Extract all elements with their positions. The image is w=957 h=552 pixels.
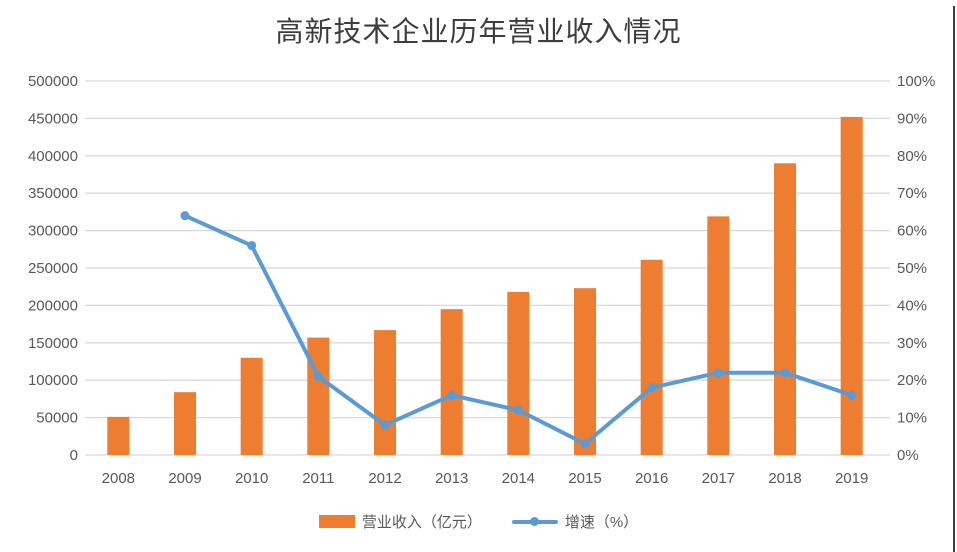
right-axis-tick-label: 60%	[897, 223, 927, 240]
left-axis-tick-label: 450000	[28, 110, 78, 127]
bar-2013	[440, 309, 463, 455]
x-axis-tick-label: 2013	[435, 470, 468, 487]
left-axis-tick-label: 250000	[28, 260, 78, 277]
bar-2010	[240, 357, 263, 455]
marker-2018	[780, 368, 790, 378]
x-axis-tick-label: 2017	[702, 470, 735, 487]
right-axis-tick-label: 80%	[897, 148, 927, 165]
chart-title: 高新技术企业历年营业收入情况	[275, 17, 682, 48]
x-axis-tick-label: 2019	[835, 470, 868, 487]
bar-2014	[507, 291, 530, 455]
right-axis-tick-label: 0%	[897, 447, 919, 464]
marker-2017	[713, 368, 723, 378]
right-axis-tick-label: 40%	[897, 297, 927, 314]
marker-2014	[513, 405, 523, 415]
legend-item-revenue[interactable]: 营业收入（亿元）	[318, 511, 482, 532]
left-axis-tick-label: 0	[70, 447, 78, 464]
x-axis-tick-label: 2016	[635, 470, 668, 487]
legend: 营业收入（亿元） 增速（%）	[0, 511, 957, 532]
left-axis-tick-label: 350000	[28, 185, 78, 202]
bar-2015	[574, 288, 596, 455]
x-axis-tick-label: 2011	[302, 470, 334, 487]
right-axis-tick-label: 50%	[897, 260, 927, 277]
x-axis-tick-label: 2009	[168, 470, 201, 487]
left-axis-tick-label: 150000	[28, 335, 78, 352]
left-axis-tick-label: 100000	[28, 372, 78, 389]
left-axis-tick-label: 400000	[28, 148, 78, 165]
bar-2018	[774, 163, 796, 455]
x-axis-tick-label: 2014	[502, 470, 535, 487]
bar-2012	[374, 330, 396, 455]
right-axis-tick-label: 20%	[897, 372, 927, 389]
left-axis-tick-label: 50000	[36, 410, 78, 427]
marker-2011	[313, 371, 323, 381]
marker-2019	[847, 390, 857, 400]
left-axis-tick-label: 300000	[28, 223, 78, 240]
left-axis-tick-label: 500000	[28, 73, 78, 90]
left-axis-tick-label: 200000	[28, 297, 78, 314]
x-axis-tick-label: 2008	[102, 470, 135, 487]
marker-2010	[247, 241, 257, 251]
right-axis-tick-label: 30%	[897, 335, 927, 352]
bar-2009	[174, 392, 196, 455]
x-axis-tick-label: 2018	[768, 470, 801, 487]
marker-2013	[447, 390, 457, 400]
x-axis-tick-label: 2012	[368, 470, 401, 487]
marker-2012	[380, 420, 390, 430]
x-axis-tick-label: 2010	[235, 470, 268, 487]
legend-growth-label: 增速（%）	[564, 514, 639, 531]
marker-2015	[580, 439, 590, 449]
x-axis-tick-label: 2015	[568, 470, 601, 487]
right-axis-tick-label: 70%	[897, 185, 927, 202]
legend-bar-swatch-icon	[318, 515, 355, 528]
bar-2011	[307, 337, 330, 455]
right-axis-tick-label: 100%	[897, 73, 935, 90]
bar-2008	[107, 416, 130, 455]
legend-line-swatch-icon	[511, 517, 558, 526]
legend-revenue-label: 营业收入（亿元）	[361, 514, 482, 531]
marker-2016	[647, 383, 657, 393]
bar-2016	[640, 259, 663, 455]
right-axis-tick-label: 90%	[897, 110, 927, 127]
bar-2017	[707, 216, 730, 455]
right-axis-tick-label: 10%	[897, 410, 927, 427]
marker-2009	[180, 211, 190, 221]
legend-item-growth[interactable]: 增速（%）	[511, 511, 639, 532]
window-edge-line	[953, 6, 955, 552]
bar-2019	[840, 116, 863, 456]
